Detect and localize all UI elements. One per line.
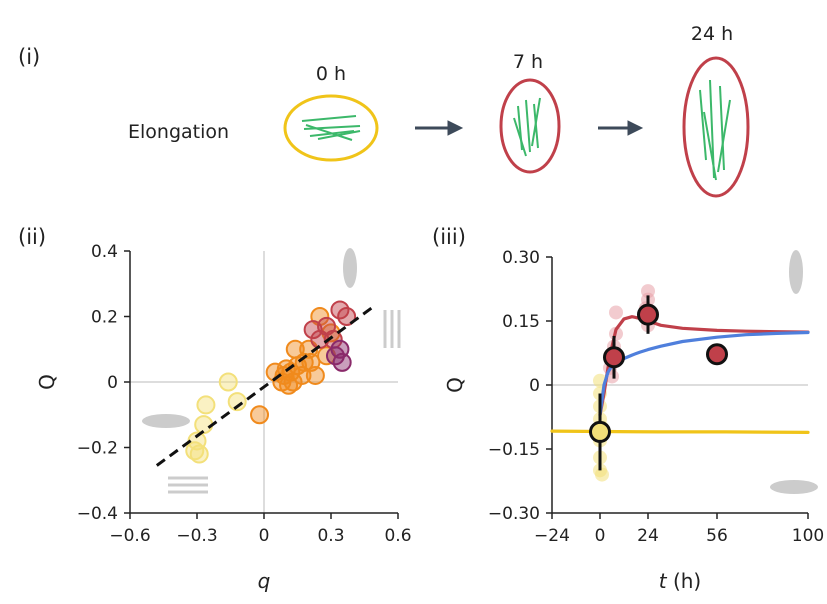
fibers-24h-icon	[699, 79, 731, 181]
x-axis-label: q	[258, 569, 271, 593]
horizontal-ellipse-icon	[142, 414, 190, 428]
y-tick-label: 0	[529, 376, 540, 396]
stage-time-7h: 7 h	[513, 51, 543, 73]
x-tick-label: 0.3	[317, 526, 344, 546]
iii-shape-icons	[770, 250, 818, 494]
x-tick-label: 0	[595, 526, 606, 546]
x-axis-label: t (h)	[659, 569, 701, 593]
y-tick-label: 0.30	[502, 248, 540, 268]
series-line	[598, 330, 810, 417]
raw-point	[609, 305, 623, 320]
arrow-right-icon	[598, 120, 644, 136]
x-tick-label: −0.6	[109, 526, 150, 546]
y-tick-label: 0.15	[502, 312, 540, 332]
data-point	[305, 365, 325, 385]
chart-ii: −0.6 −0.3 0 0.3 0.6 −0.4 −0.2 0 0.2 0.4 q Q	[35, 242, 412, 593]
data-point	[194, 415, 214, 435]
x-tick-label: 56	[706, 526, 728, 546]
vertical-ellipse-icon	[789, 250, 803, 294]
y-tick-label: −0.2	[77, 439, 118, 459]
vertical-lines-icon	[383, 310, 401, 348]
series-line	[598, 315, 810, 417]
arrow-right-icon	[415, 120, 464, 136]
raw-point	[595, 467, 609, 482]
data-point	[196, 395, 216, 415]
x-tick-label: 100	[792, 526, 824, 546]
x-tick-label: 0	[259, 526, 270, 546]
stage-time-24h: 24 h	[691, 23, 733, 45]
mean-point	[637, 303, 659, 326]
y-axis-label: Q	[443, 377, 467, 393]
mean-point	[706, 343, 728, 366]
y-tick-label: −0.4	[77, 504, 118, 524]
cell-7h-icon	[499, 78, 561, 174]
y-tick-label: −0.15	[488, 440, 540, 460]
panel-iii-label: (iii)	[432, 225, 466, 249]
x-tick-label: −24	[534, 526, 570, 546]
vertical-ellipse-icon	[343, 248, 357, 288]
x-tick-label: −0.3	[176, 526, 217, 546]
data-point	[250, 405, 270, 425]
horizontal-ellipse-icon	[770, 480, 818, 494]
mean-point	[589, 420, 611, 443]
y-tick-label: −0.30	[488, 504, 540, 524]
chart-iii: −24 0 24 56 100 −0.30 −0.15 0 0.15 0.30 t (h) Q	[443, 248, 824, 593]
fibers-0h-icon	[301, 115, 361, 141]
horizontal-lines-icon	[168, 476, 208, 494]
panel-ii-label: (ii)	[18, 225, 46, 249]
ii-shape-icons	[142, 248, 401, 494]
fit-line	[155, 303, 377, 467]
data-point	[332, 352, 352, 372]
series-line	[550, 429, 810, 434]
stage-time-0h: 0 h	[316, 63, 346, 85]
panel-i: (i) Elongation 0 h 7 h 24 h	[18, 23, 750, 198]
x-tick-label: 24	[637, 526, 659, 546]
panel-i-label: (i)	[18, 45, 40, 69]
elongation-label: Elongation	[128, 121, 229, 143]
y-axis-label: Q	[35, 374, 59, 390]
x-tick-label: 0.6	[384, 526, 411, 546]
data-point	[337, 307, 357, 326]
data-point	[227, 392, 247, 412]
cell-0h-icon	[283, 94, 379, 162]
data-point	[218, 372, 238, 392]
y-tick-label: 0	[107, 373, 118, 393]
cell-24h-icon	[682, 56, 750, 198]
y-tick-label: 0.4	[91, 242, 118, 262]
y-tick-label: 0.2	[91, 308, 118, 328]
fibers-7h-icon	[513, 97, 541, 157]
mean-point	[603, 346, 625, 369]
